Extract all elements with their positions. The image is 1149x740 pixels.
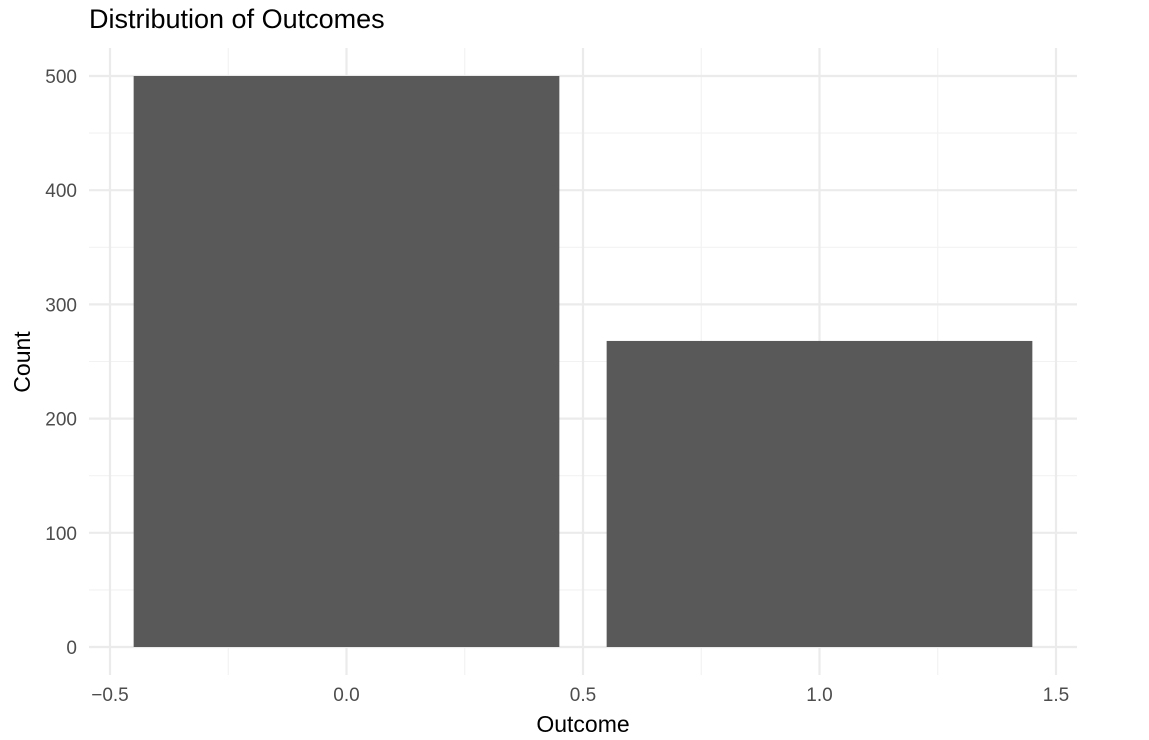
bar-outcome-0 [133, 76, 560, 647]
chart-title: Distribution of Outcomes [89, 4, 385, 34]
y-tick-label: 300 [45, 295, 77, 316]
x-tick-label: 0.0 [333, 685, 359, 706]
y-axis-tick-labels: 0 100 200 300 400 500 [45, 67, 77, 659]
y-tick-label: 500 [45, 67, 77, 88]
x-axis-tick-labels: −0.5 0.0 0.5 1.0 1.5 [91, 685, 1069, 706]
y-tick-label: 100 [45, 524, 77, 545]
bars [133, 76, 1033, 647]
x-tick-label: 0.5 [570, 685, 596, 706]
x-axis-title: Outcome [536, 711, 629, 737]
bar-outcome-1 [606, 340, 1033, 647]
y-tick-label: 400 [45, 181, 77, 202]
y-tick-label: 200 [45, 410, 77, 431]
x-tick-label: −0.5 [91, 685, 129, 706]
y-tick-label: 0 [66, 638, 77, 659]
x-tick-label: 1.0 [806, 685, 832, 706]
x-tick-label: 1.5 [1043, 685, 1069, 706]
y-axis-title: Count [9, 331, 35, 393]
